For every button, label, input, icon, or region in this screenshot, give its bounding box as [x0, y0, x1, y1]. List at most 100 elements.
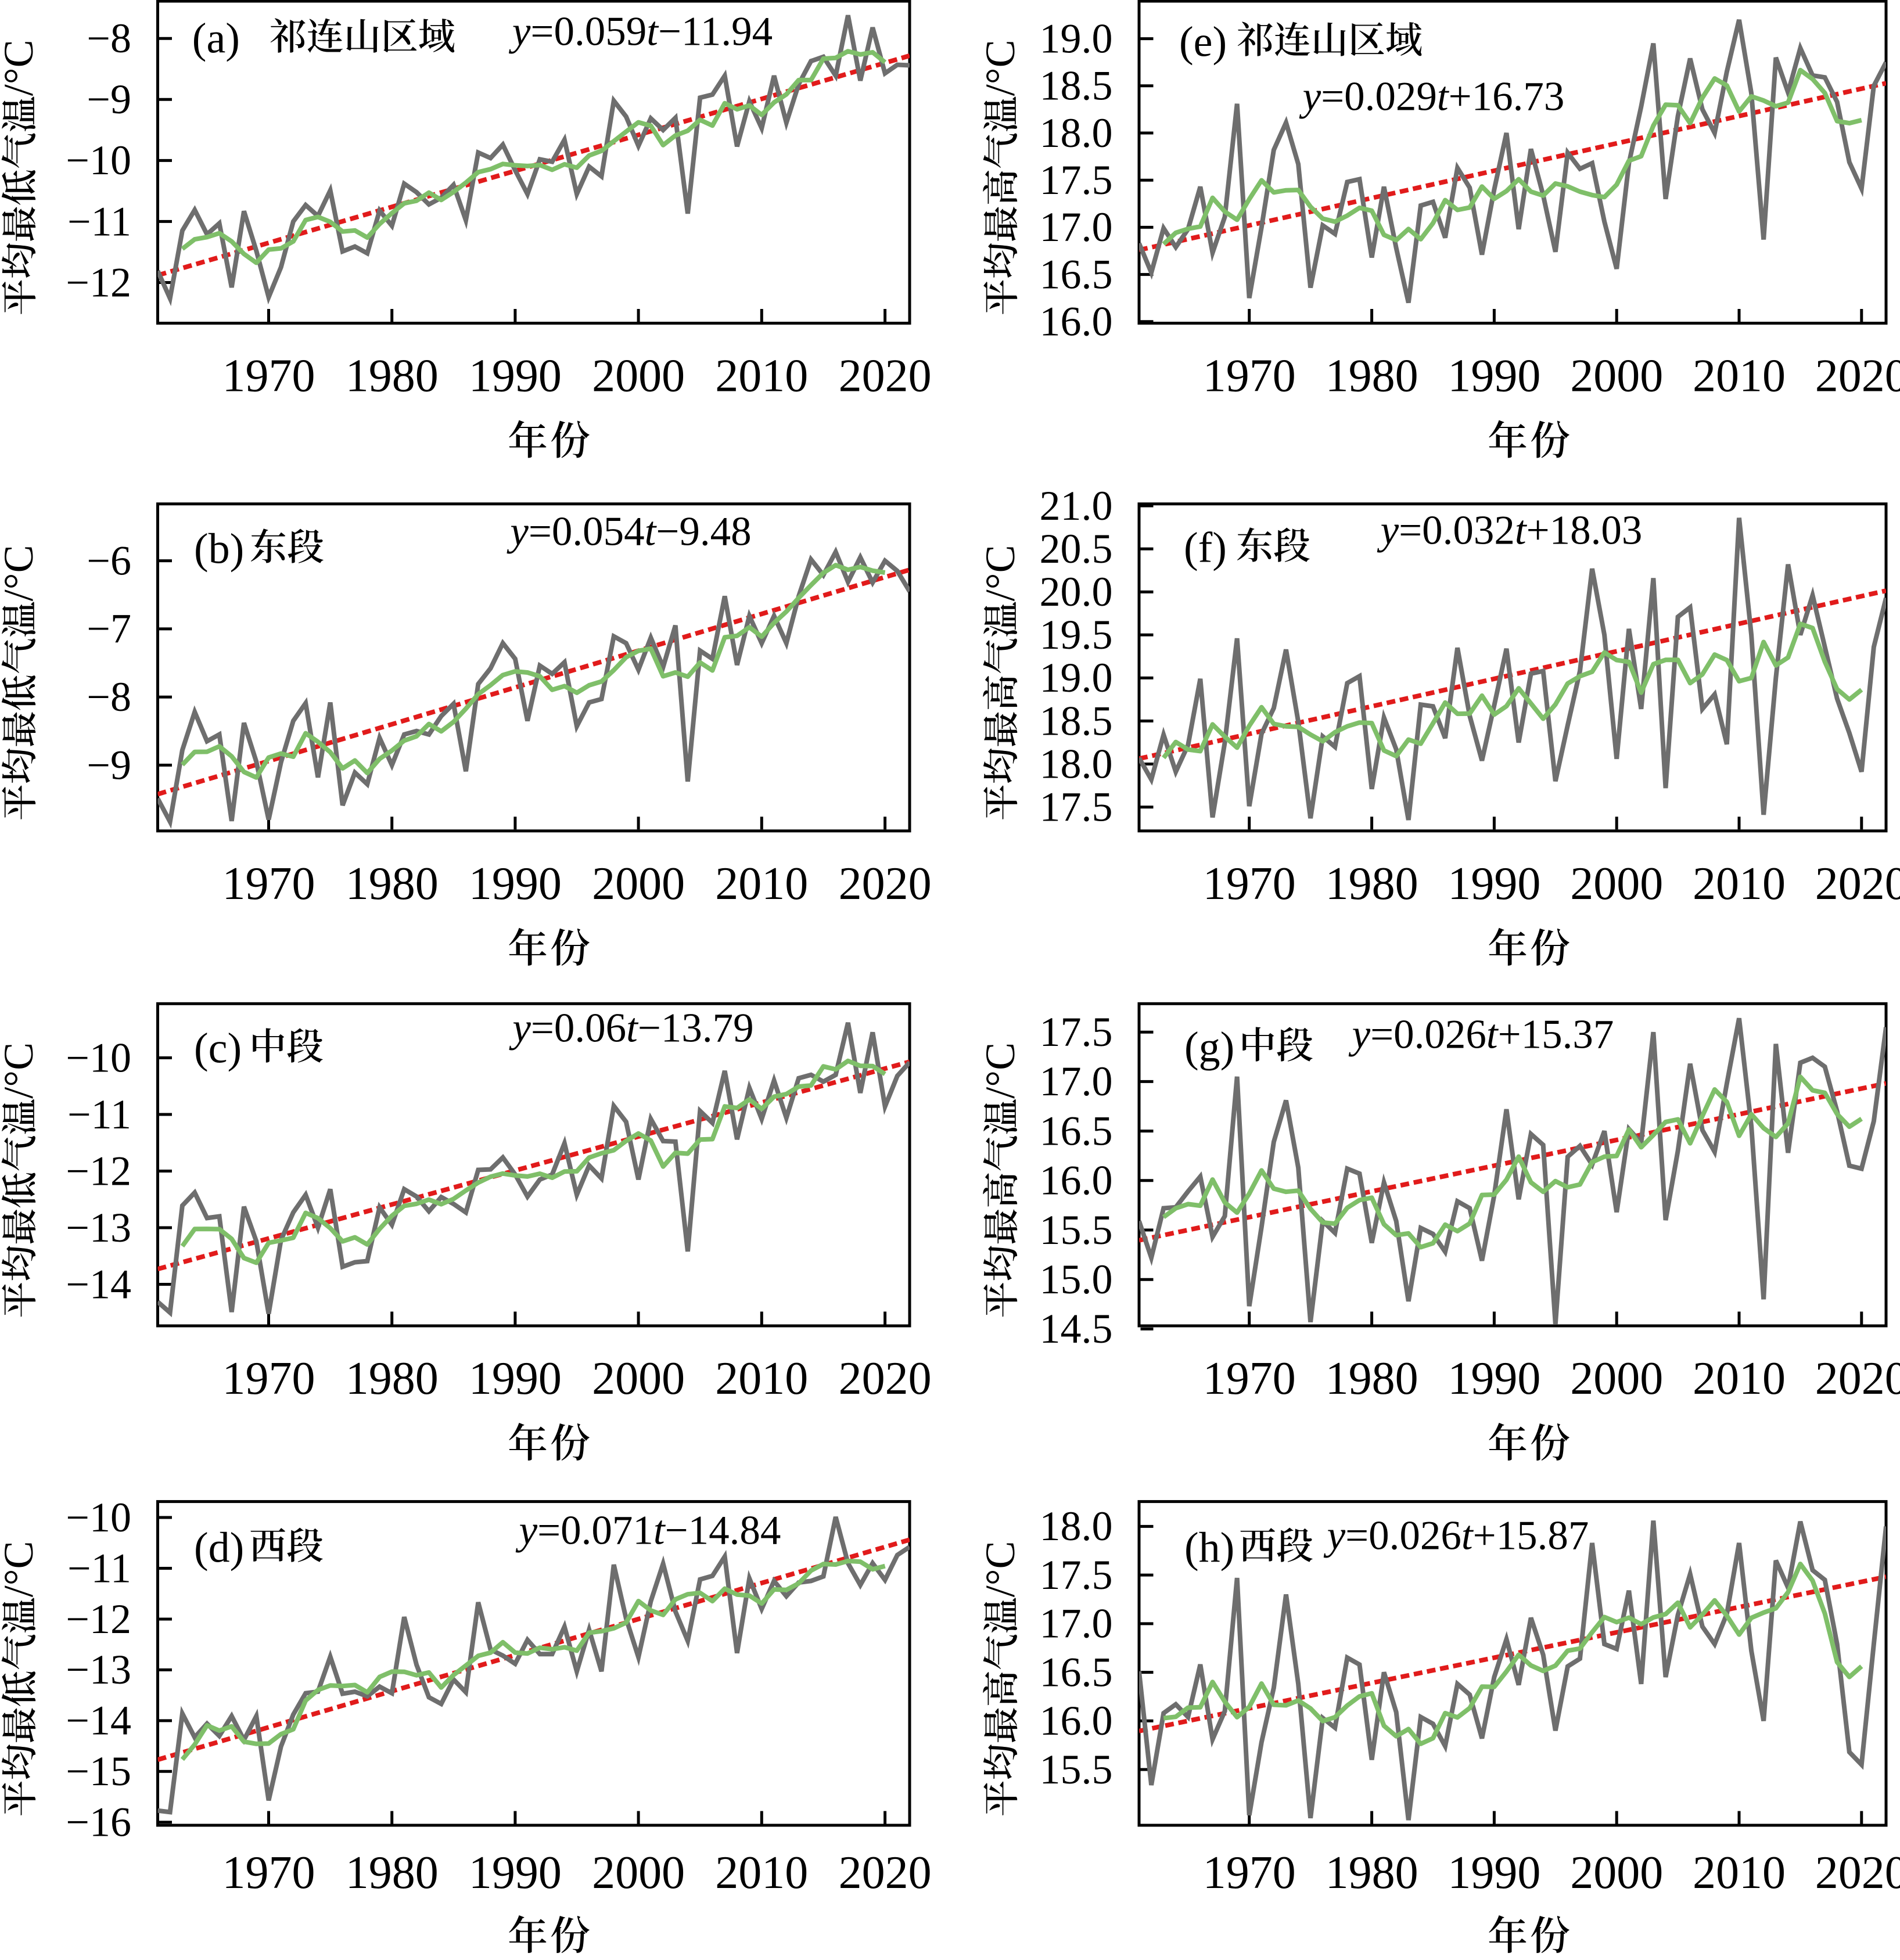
svg-text:y=0.054t−9.48: y=0.054t−9.48 [507, 509, 751, 555]
svg-text:2020: 2020 [839, 1847, 932, 1898]
svg-text:2010: 2010 [1693, 858, 1786, 909]
svg-text:/°C: /°C [977, 545, 1023, 601]
svg-text:(b): (b) [194, 526, 244, 573]
svg-text:16.0: 16.0 [1040, 1698, 1113, 1744]
svg-text:/°C: /°C [977, 39, 1023, 96]
svg-text:2000: 2000 [592, 858, 685, 909]
svg-text:16.5: 16.5 [1040, 1649, 1113, 1695]
svg-text:20.0: 20.0 [1040, 569, 1113, 615]
svg-text:2020: 2020 [1815, 858, 1900, 909]
svg-text:17.0: 17.0 [1040, 204, 1113, 250]
svg-text:20.5: 20.5 [1040, 526, 1113, 572]
svg-text:/°C: /°C [0, 1042, 42, 1099]
svg-text:−6: −6 [87, 537, 131, 584]
svg-text:−9: −9 [87, 742, 131, 788]
svg-text:2020: 2020 [1815, 1353, 1900, 1404]
svg-text:17.0: 17.0 [1040, 1601, 1113, 1647]
svg-text:y=0.026t+15.87: y=0.026t+15.87 [1324, 1513, 1589, 1559]
svg-text:1990: 1990 [469, 1353, 562, 1404]
svg-text:1970: 1970 [1203, 1847, 1296, 1898]
svg-text:1970: 1970 [1203, 858, 1296, 909]
svg-text:17.5: 17.5 [1040, 157, 1113, 203]
svg-text:−11: −11 [67, 1545, 131, 1591]
svg-text:15.5: 15.5 [1040, 1207, 1113, 1253]
svg-text:2010: 2010 [715, 1353, 808, 1404]
svg-text:1980: 1980 [346, 858, 439, 909]
svg-text:19.0: 19.0 [1040, 654, 1113, 701]
svg-text:(c): (c) [194, 1025, 242, 1073]
svg-text:(e): (e) [1179, 19, 1227, 66]
svg-text:−8: −8 [87, 674, 131, 720]
svg-text:2010: 2010 [1693, 1847, 1786, 1898]
svg-text:y=0.06t−13.79: y=0.06t−13.79 [509, 1006, 753, 1051]
svg-text:/°C: /°C [977, 1541, 1023, 1597]
svg-text:16.0: 16.0 [1040, 299, 1113, 345]
svg-text:−8: −8 [87, 15, 131, 62]
svg-text:2010: 2010 [715, 1847, 808, 1898]
svg-text:2020: 2020 [839, 351, 932, 402]
svg-text:2000: 2000 [1570, 858, 1663, 909]
svg-text:21.0: 21.0 [1040, 483, 1113, 529]
svg-text:16.5: 16.5 [1040, 251, 1113, 297]
svg-text:17.5: 17.5 [1040, 1009, 1113, 1055]
svg-text:(d): (d) [194, 1524, 244, 1572]
svg-text:1990: 1990 [469, 1847, 562, 1898]
svg-text:2000: 2000 [1570, 1353, 1663, 1404]
svg-text:(f): (f) [1184, 524, 1227, 572]
svg-text:1990: 1990 [1448, 1353, 1540, 1404]
svg-text:1970: 1970 [222, 351, 315, 402]
svg-text:18.0: 18.0 [1040, 740, 1113, 787]
svg-text:18.0: 18.0 [1040, 1503, 1113, 1549]
svg-text:1970: 1970 [1203, 1353, 1296, 1404]
svg-text:y=0.059t−11.94: y=0.059t−11.94 [509, 9, 773, 55]
svg-text:2000: 2000 [592, 1847, 685, 1898]
svg-text:−14: −14 [66, 1698, 131, 1744]
svg-text:1980: 1980 [1326, 351, 1418, 402]
svg-text:−13: −13 [66, 1204, 131, 1251]
svg-text:19.5: 19.5 [1040, 612, 1113, 658]
svg-text:2020: 2020 [839, 1353, 932, 1404]
svg-text:16.0: 16.0 [1040, 1157, 1113, 1204]
svg-text:1970: 1970 [222, 858, 315, 909]
svg-text:1990: 1990 [1448, 858, 1540, 909]
svg-text:1980: 1980 [346, 1353, 439, 1404]
svg-text:−7: −7 [87, 606, 131, 652]
svg-text:−11: −11 [67, 1091, 131, 1138]
svg-text:1970: 1970 [1203, 351, 1296, 402]
svg-text:15.0: 15.0 [1040, 1256, 1113, 1303]
svg-text:−16: −16 [66, 1799, 131, 1846]
svg-text:2010: 2010 [1693, 1353, 1786, 1404]
svg-text:1990: 1990 [469, 858, 562, 909]
svg-text:2010: 2010 [715, 858, 808, 909]
svg-text:y=0.029t+16.73: y=0.029t+16.73 [1299, 74, 1565, 120]
svg-text:1970: 1970 [222, 1847, 315, 1898]
svg-text:(a): (a) [192, 15, 240, 63]
svg-text:−10: −10 [66, 1494, 131, 1541]
svg-text:1990: 1990 [1448, 351, 1540, 402]
svg-text:17.0: 17.0 [1040, 1058, 1113, 1105]
svg-text:18.5: 18.5 [1040, 63, 1113, 109]
svg-text:−10: −10 [66, 1034, 131, 1081]
svg-text:−14: −14 [66, 1261, 131, 1307]
svg-text:/°C: /°C [977, 1042, 1023, 1099]
svg-text:1980: 1980 [1326, 1847, 1418, 1898]
svg-text:(g): (g) [1184, 1024, 1234, 1071]
svg-text:(h): (h) [1184, 1524, 1234, 1572]
svg-text:2000: 2000 [1570, 1847, 1663, 1898]
svg-text:−11: −11 [67, 198, 131, 244]
svg-text:2000: 2000 [592, 351, 685, 402]
svg-text:1980: 1980 [346, 1847, 439, 1898]
svg-text:y=0.071t−14.84: y=0.071t−14.84 [516, 1508, 781, 1553]
svg-text:2020: 2020 [839, 858, 932, 909]
svg-text:1980: 1980 [1326, 858, 1418, 909]
svg-text:1990: 1990 [1448, 1847, 1540, 1898]
svg-text:2000: 2000 [1570, 351, 1663, 402]
svg-text:17.5: 17.5 [1040, 1552, 1113, 1598]
svg-text:−15: −15 [66, 1748, 131, 1794]
svg-text:1990: 1990 [469, 351, 562, 402]
svg-text:/°C: /°C [0, 545, 42, 601]
svg-text:19.0: 19.0 [1040, 15, 1113, 62]
svg-text:1980: 1980 [346, 351, 439, 402]
svg-text:y=0.032t+18.03: y=0.032t+18.03 [1377, 508, 1643, 553]
svg-text:18.5: 18.5 [1040, 697, 1113, 744]
